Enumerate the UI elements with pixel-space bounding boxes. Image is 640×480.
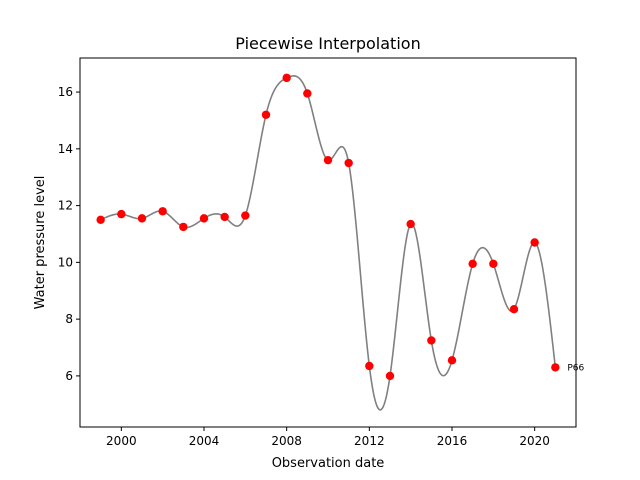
data-point [261,110,271,119]
data-point [199,214,209,223]
data-point [447,356,457,365]
data-point [489,259,498,268]
x-tick-label: 2016 [437,434,468,448]
chart-title: Piecewise Interpolation [235,34,420,53]
plot-area [80,58,576,427]
data-point [282,73,291,83]
y-tick-label: 6 [65,369,73,383]
data-point [158,207,167,216]
y-tick-label: 10 [58,255,73,269]
data-point [468,259,477,268]
y-tick-label: 16 [58,85,73,99]
y-axis-label: Water pressure level [33,176,48,310]
x-axis: 2000 2004 2008 2012 2016 2020 [106,427,550,448]
data-point [530,238,539,247]
data-point [220,212,229,222]
y-tick-label: 12 [58,199,73,213]
data-point [406,219,415,229]
data-point [137,214,147,223]
x-tick-label: 2000 [106,434,137,448]
data-point [303,89,312,98]
y-axis: 6 8 10 12 14 16 [58,85,80,383]
plot-content: P66 [96,73,584,411]
x-axis-label: Observation date [272,456,385,471]
data-point [117,209,126,219]
data-point [509,305,519,314]
x-tick-label: 2020 [519,434,550,448]
data-point [365,361,374,371]
data-point [179,222,188,232]
data-point [427,336,436,345]
data-point [385,371,395,381]
y-tick-label: 14 [58,142,73,156]
x-tick-label: 2012 [354,434,385,448]
data-point [241,211,250,220]
data-point [96,215,105,224]
data-point [551,363,560,372]
data-point [344,158,353,168]
data-point [323,155,333,165]
plot-frame [79,57,577,428]
y-tick-label: 8 [65,312,73,326]
x-tick-label: 2008 [271,434,302,448]
x-tick-label: 2004 [189,434,220,448]
